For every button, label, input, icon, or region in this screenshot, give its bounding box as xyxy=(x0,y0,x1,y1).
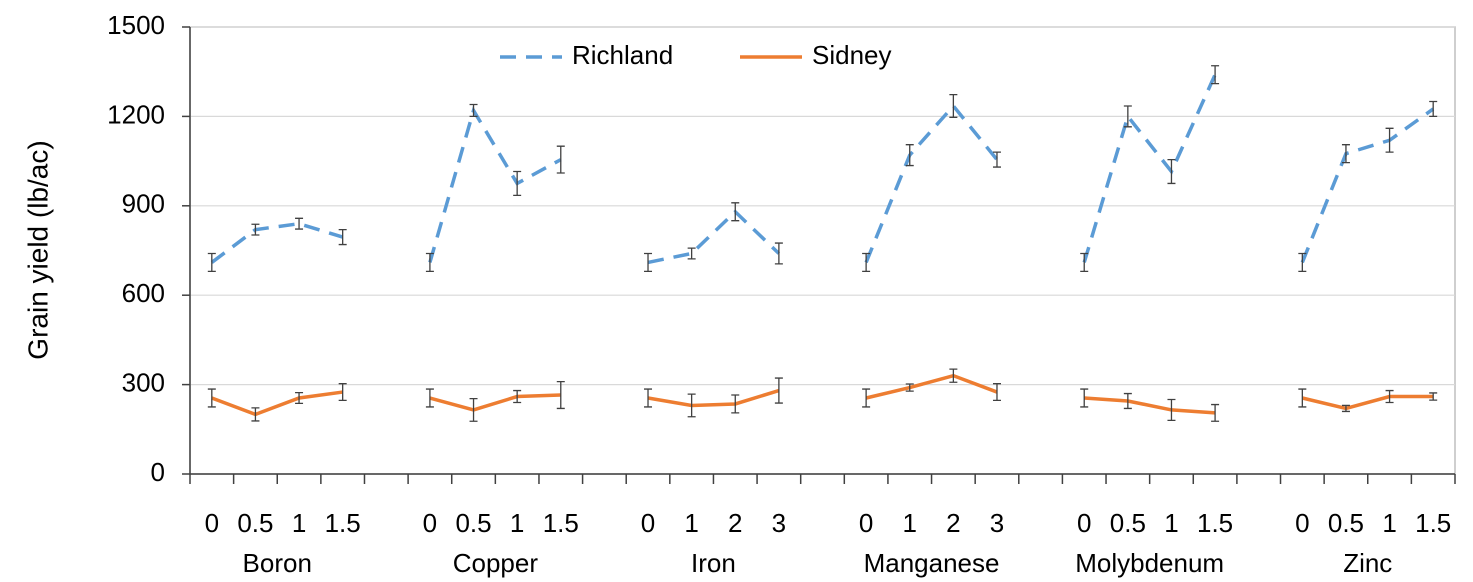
error-bar xyxy=(992,383,1001,402)
error-bar xyxy=(1167,398,1176,422)
x-tick-label: 1 xyxy=(1164,508,1178,538)
y-tick-label: 0 xyxy=(151,457,165,487)
x-tick-label: 1.5 xyxy=(543,508,579,538)
error-bar xyxy=(513,389,522,404)
error-bar xyxy=(1211,65,1220,85)
error-bar xyxy=(1341,404,1350,413)
error-bar xyxy=(949,93,958,118)
error-bar xyxy=(251,407,260,422)
error-bar xyxy=(1385,127,1394,153)
error-bar xyxy=(905,383,914,392)
error-bar xyxy=(731,202,740,222)
x-tick-label: 0.5 xyxy=(237,508,273,538)
error-bar xyxy=(1080,252,1089,273)
x-tick-label: 1.5 xyxy=(1197,508,1233,538)
error-bar xyxy=(862,388,871,408)
error-bar xyxy=(1341,144,1350,164)
y-tick-label: 900 xyxy=(122,189,165,219)
error-bar xyxy=(1429,392,1438,401)
y-tick-label: 1500 xyxy=(107,10,165,40)
x-tick-label: 0 xyxy=(1295,508,1309,538)
error-bar xyxy=(556,145,565,174)
error-bar xyxy=(1385,389,1394,404)
error-bar xyxy=(1167,158,1176,185)
plot-frame xyxy=(189,26,1456,475)
x-tick-label: 3 xyxy=(990,508,1004,538)
error-bar xyxy=(905,144,914,167)
x-tick-label: 1 xyxy=(510,508,524,538)
x-tick-label: 0.5 xyxy=(1328,508,1364,538)
error-bar xyxy=(338,383,347,402)
group-label: Iron xyxy=(691,548,736,578)
error-bar xyxy=(425,388,434,408)
x-tick-label: 0 xyxy=(423,508,437,538)
group-label: Zinc xyxy=(1343,548,1392,578)
error-bar xyxy=(862,252,871,273)
error-bar xyxy=(469,103,478,118)
x-tick-label: 1.5 xyxy=(1415,508,1451,538)
x-tick-label: 0 xyxy=(1077,508,1091,538)
y-tick-label: 600 xyxy=(122,278,165,308)
error-bar xyxy=(774,377,783,404)
error-bar xyxy=(949,368,958,383)
error-bar xyxy=(513,170,522,197)
legend-label: Richland xyxy=(572,40,673,70)
error-bar xyxy=(644,252,653,273)
error-bar xyxy=(207,252,216,273)
legend-label: Sidney xyxy=(812,40,892,70)
error-bar xyxy=(1123,105,1132,128)
error-bar xyxy=(207,388,216,408)
error-bar xyxy=(295,217,304,230)
error-bar xyxy=(731,394,740,414)
x-tick-label: 0 xyxy=(205,508,219,538)
group-label: Copper xyxy=(453,548,539,578)
error-bar xyxy=(1123,392,1132,410)
error-bar xyxy=(1429,100,1438,118)
error-bar xyxy=(1211,403,1220,422)
group-label: Molybdenum xyxy=(1075,548,1224,578)
error-bar xyxy=(556,380,565,410)
error-bar xyxy=(295,391,304,405)
x-tick-label: 0 xyxy=(641,508,655,538)
x-tick-label: 0.5 xyxy=(455,508,491,538)
y-tick-label: 300 xyxy=(122,367,165,397)
error-bar xyxy=(469,397,478,422)
error-bar xyxy=(687,247,696,260)
error-bar xyxy=(425,252,434,273)
x-tick-label: 0.5 xyxy=(1110,508,1146,538)
y-tick-label: 1200 xyxy=(107,99,165,129)
series-line xyxy=(210,73,1435,265)
x-tick-label: 0 xyxy=(859,508,873,538)
x-tick-label: 1.5 xyxy=(325,508,361,538)
y-axis-label: Grain yield (lb/ac) xyxy=(22,140,53,359)
x-tick-label: 2 xyxy=(946,508,960,538)
error-bar xyxy=(687,393,696,418)
error-bar xyxy=(774,242,783,265)
x-tick-label: 1 xyxy=(292,508,306,538)
error-bar xyxy=(644,388,653,408)
error-bar xyxy=(338,228,347,246)
error-bar xyxy=(1080,388,1089,408)
error-bar xyxy=(992,151,1001,168)
series-line xyxy=(211,373,1434,417)
x-tick-label: 1 xyxy=(903,508,917,538)
x-tick-label: 1 xyxy=(1382,508,1396,538)
group-label: Manganese xyxy=(864,548,1000,578)
group-label: Boron xyxy=(243,548,312,578)
error-bar xyxy=(251,223,260,236)
x-tick-label: 1 xyxy=(684,508,698,538)
x-tick-label: 2 xyxy=(728,508,742,538)
x-tick-label: 3 xyxy=(772,508,786,538)
error-bar xyxy=(1298,252,1307,273)
error-bar xyxy=(1298,388,1307,408)
